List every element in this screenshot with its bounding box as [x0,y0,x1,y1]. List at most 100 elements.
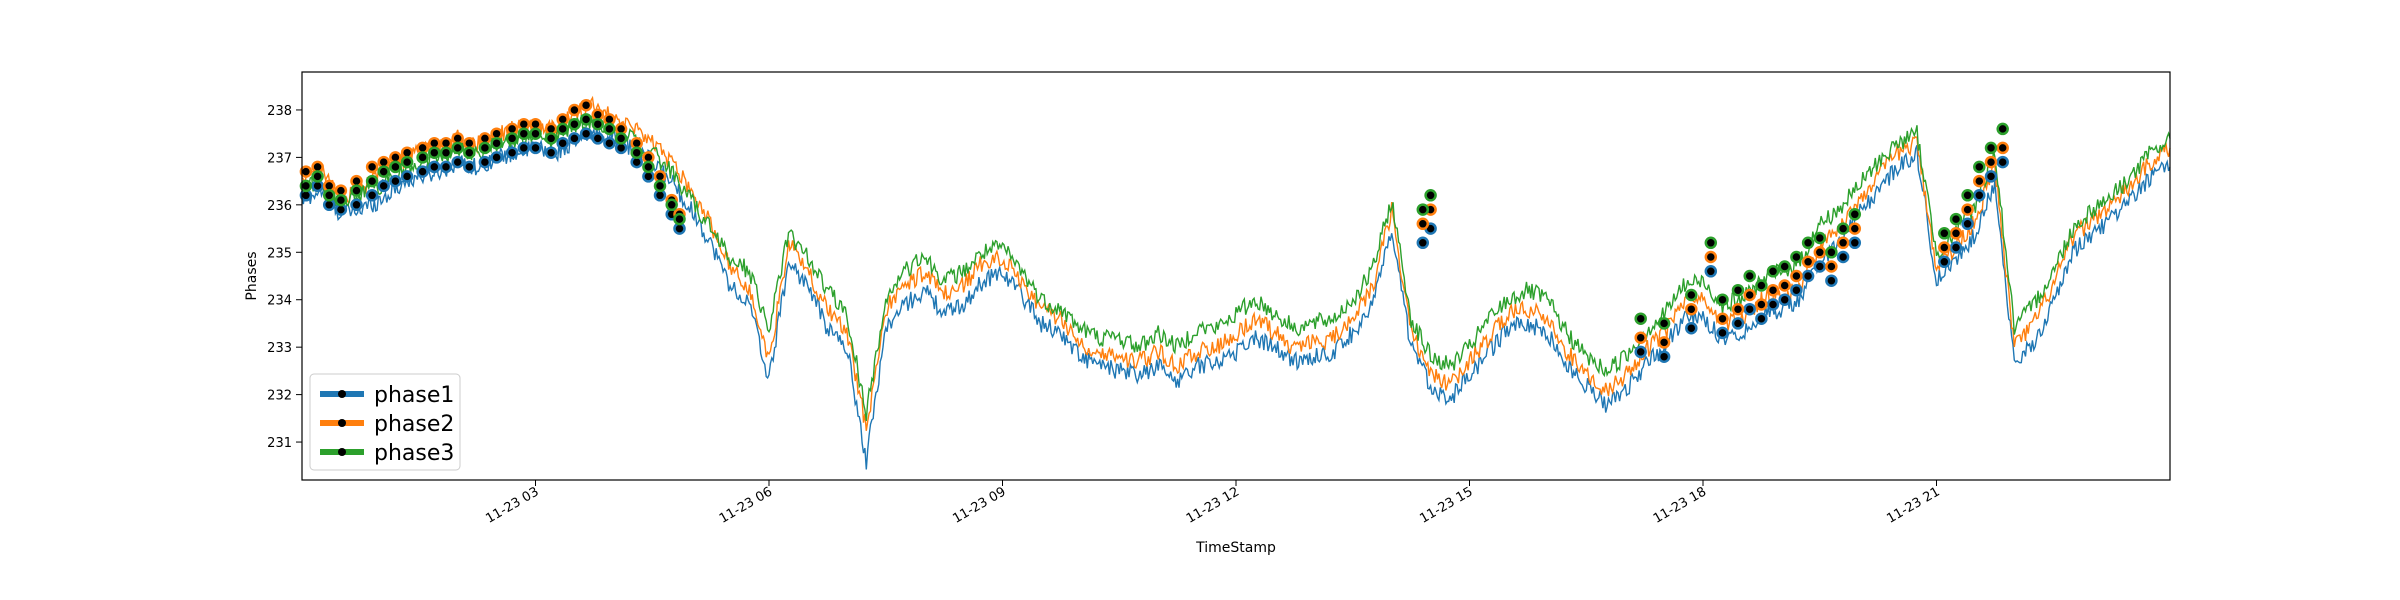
marker-phase1-16 [505,146,519,159]
marker-phase2-36 [1704,250,1718,264]
marker-phase3-35 [1685,288,1698,302]
legend: phase1 phase2 phase3 [309,373,461,471]
marker-phase3-8 [400,155,414,169]
marker-phase1-17 [517,141,531,155]
marker-phase3-22 [579,113,593,126]
marker-phase1-48 [1848,236,1862,250]
y-tick-label-1: 232 [267,389,292,404]
marker-phase3-32 [1424,189,1437,202]
marker-phase3-41 [1766,265,1780,278]
x-axis-label: TimeStamp [1195,540,1276,556]
marker-phase3-26 [630,146,643,159]
marker-phase1-11 [439,160,453,174]
marker-phase3-47 [1836,222,1850,235]
marker-phase3-21 [568,117,581,131]
marker-phase2-22 [579,98,593,112]
marker-phase1-24 [603,136,616,150]
marker-phase2-46 [1825,260,1838,273]
marker-phase3-31 [1416,203,1430,216]
marker-phase3-43 [1790,250,1803,264]
marker-phase1-31 [1416,236,1430,250]
marker-phase2-0 [299,165,313,178]
marker-phase1-14 [478,155,492,169]
marker-phase1-21 [568,132,581,145]
marker-phase3-39 [1743,269,1756,283]
marker-phase2-40 [1755,298,1768,311]
marker-phase3-19 [544,132,558,145]
legend-marker-phase3 [338,448,346,456]
marker-phase1-37 [1716,326,1729,340]
marker-phase1-12 [451,155,464,169]
marker-phase3-44 [1801,236,1815,250]
marker-phase3-23 [591,117,605,131]
marker-phase3-28 [653,179,667,193]
marker-phase2-52 [1973,174,1986,188]
marker-phase1-7 [389,174,402,188]
y-tick-label-7: 238 [267,104,292,119]
x-tick-label-6: 11-23 21 [1884,484,1942,526]
marker-phase2-50 [1949,227,1963,240]
marker-phase3-5 [365,174,379,188]
marker-phase3-52 [1973,160,1986,174]
series-line-phase2 [301,95,2171,431]
x-tick-label-2: 11-23 09 [950,484,1008,526]
marker-phase1-19 [544,146,558,159]
marker-phase1-33 [1634,345,1647,359]
y-tick-label-6: 237 [267,151,292,166]
marker-phase3-24 [603,122,616,136]
marker-phase3-20 [556,122,569,136]
marker-phase3-54 [1996,122,2009,136]
marker-phase1-35 [1685,321,1698,335]
marker-phase1-53 [1984,170,1998,183]
marker-phase3-49 [1938,227,1951,240]
legend-marker-phase1 [338,390,346,398]
marker-phase1-41 [1766,298,1780,311]
marker-phase3-29 [665,198,678,212]
marker-phase1-52 [1973,189,1986,202]
marker-phase3-13 [463,146,476,159]
legend-entries: phase1 phase2 phase3 [320,383,454,466]
marker-phase2-21 [568,103,581,117]
marker-phase3-9 [416,151,429,164]
marker-phase1-49 [1938,255,1951,269]
marker-phase3-18 [529,127,542,140]
marker-phase2-5 [365,160,379,174]
marker-phase3-30 [673,212,686,226]
marker-phase3-2 [322,189,336,202]
marker-phase1-15 [490,151,503,164]
series-line-phase1 [301,126,2171,470]
marker-phase3-10 [428,146,441,159]
marker-phase1-5 [365,189,379,202]
y-tick-label-5: 236 [267,199,292,214]
marker-phase3-7 [389,160,402,174]
marker-phase1-54 [1996,155,2009,169]
marker-phase1-47 [1836,250,1850,264]
marker-phase3-34 [1657,317,1671,330]
marker-phase3-38 [1731,283,1745,297]
marker-phase3-15 [490,136,503,150]
x-tick-label-1: 11-23 06 [717,484,775,526]
marker-phase3-6 [377,165,390,178]
marker-phase1-34 [1657,350,1671,363]
marker-phase3-16 [505,132,519,145]
marker-phase1-10 [428,160,441,174]
marker-phase3-0 [299,179,313,193]
marker-phase2-48 [1848,222,1862,235]
marker-phase2-54 [1996,141,2009,155]
series-line-phase3 [301,112,2171,421]
marker-phase2-35 [1685,302,1698,316]
marker-phase1-18 [529,141,542,155]
marker-phase1-36 [1704,265,1718,278]
marker-phase3-11 [439,146,453,159]
legend-label-phase3: phase3 [374,441,454,466]
marker-phase1-40 [1755,312,1768,325]
legend-box [309,373,461,471]
marker-phase1-6 [377,179,390,193]
marker-phase1-51 [1961,217,1974,231]
marker-phase3-12 [451,141,464,155]
marker-phase3-1 [311,170,324,183]
x-tick-label-0: 11-23 03 [483,484,541,526]
y-axis: 231 232 233 234 235 236 237 238 [267,104,302,451]
x-tick-label-3: 11-23 12 [1184,484,1242,526]
